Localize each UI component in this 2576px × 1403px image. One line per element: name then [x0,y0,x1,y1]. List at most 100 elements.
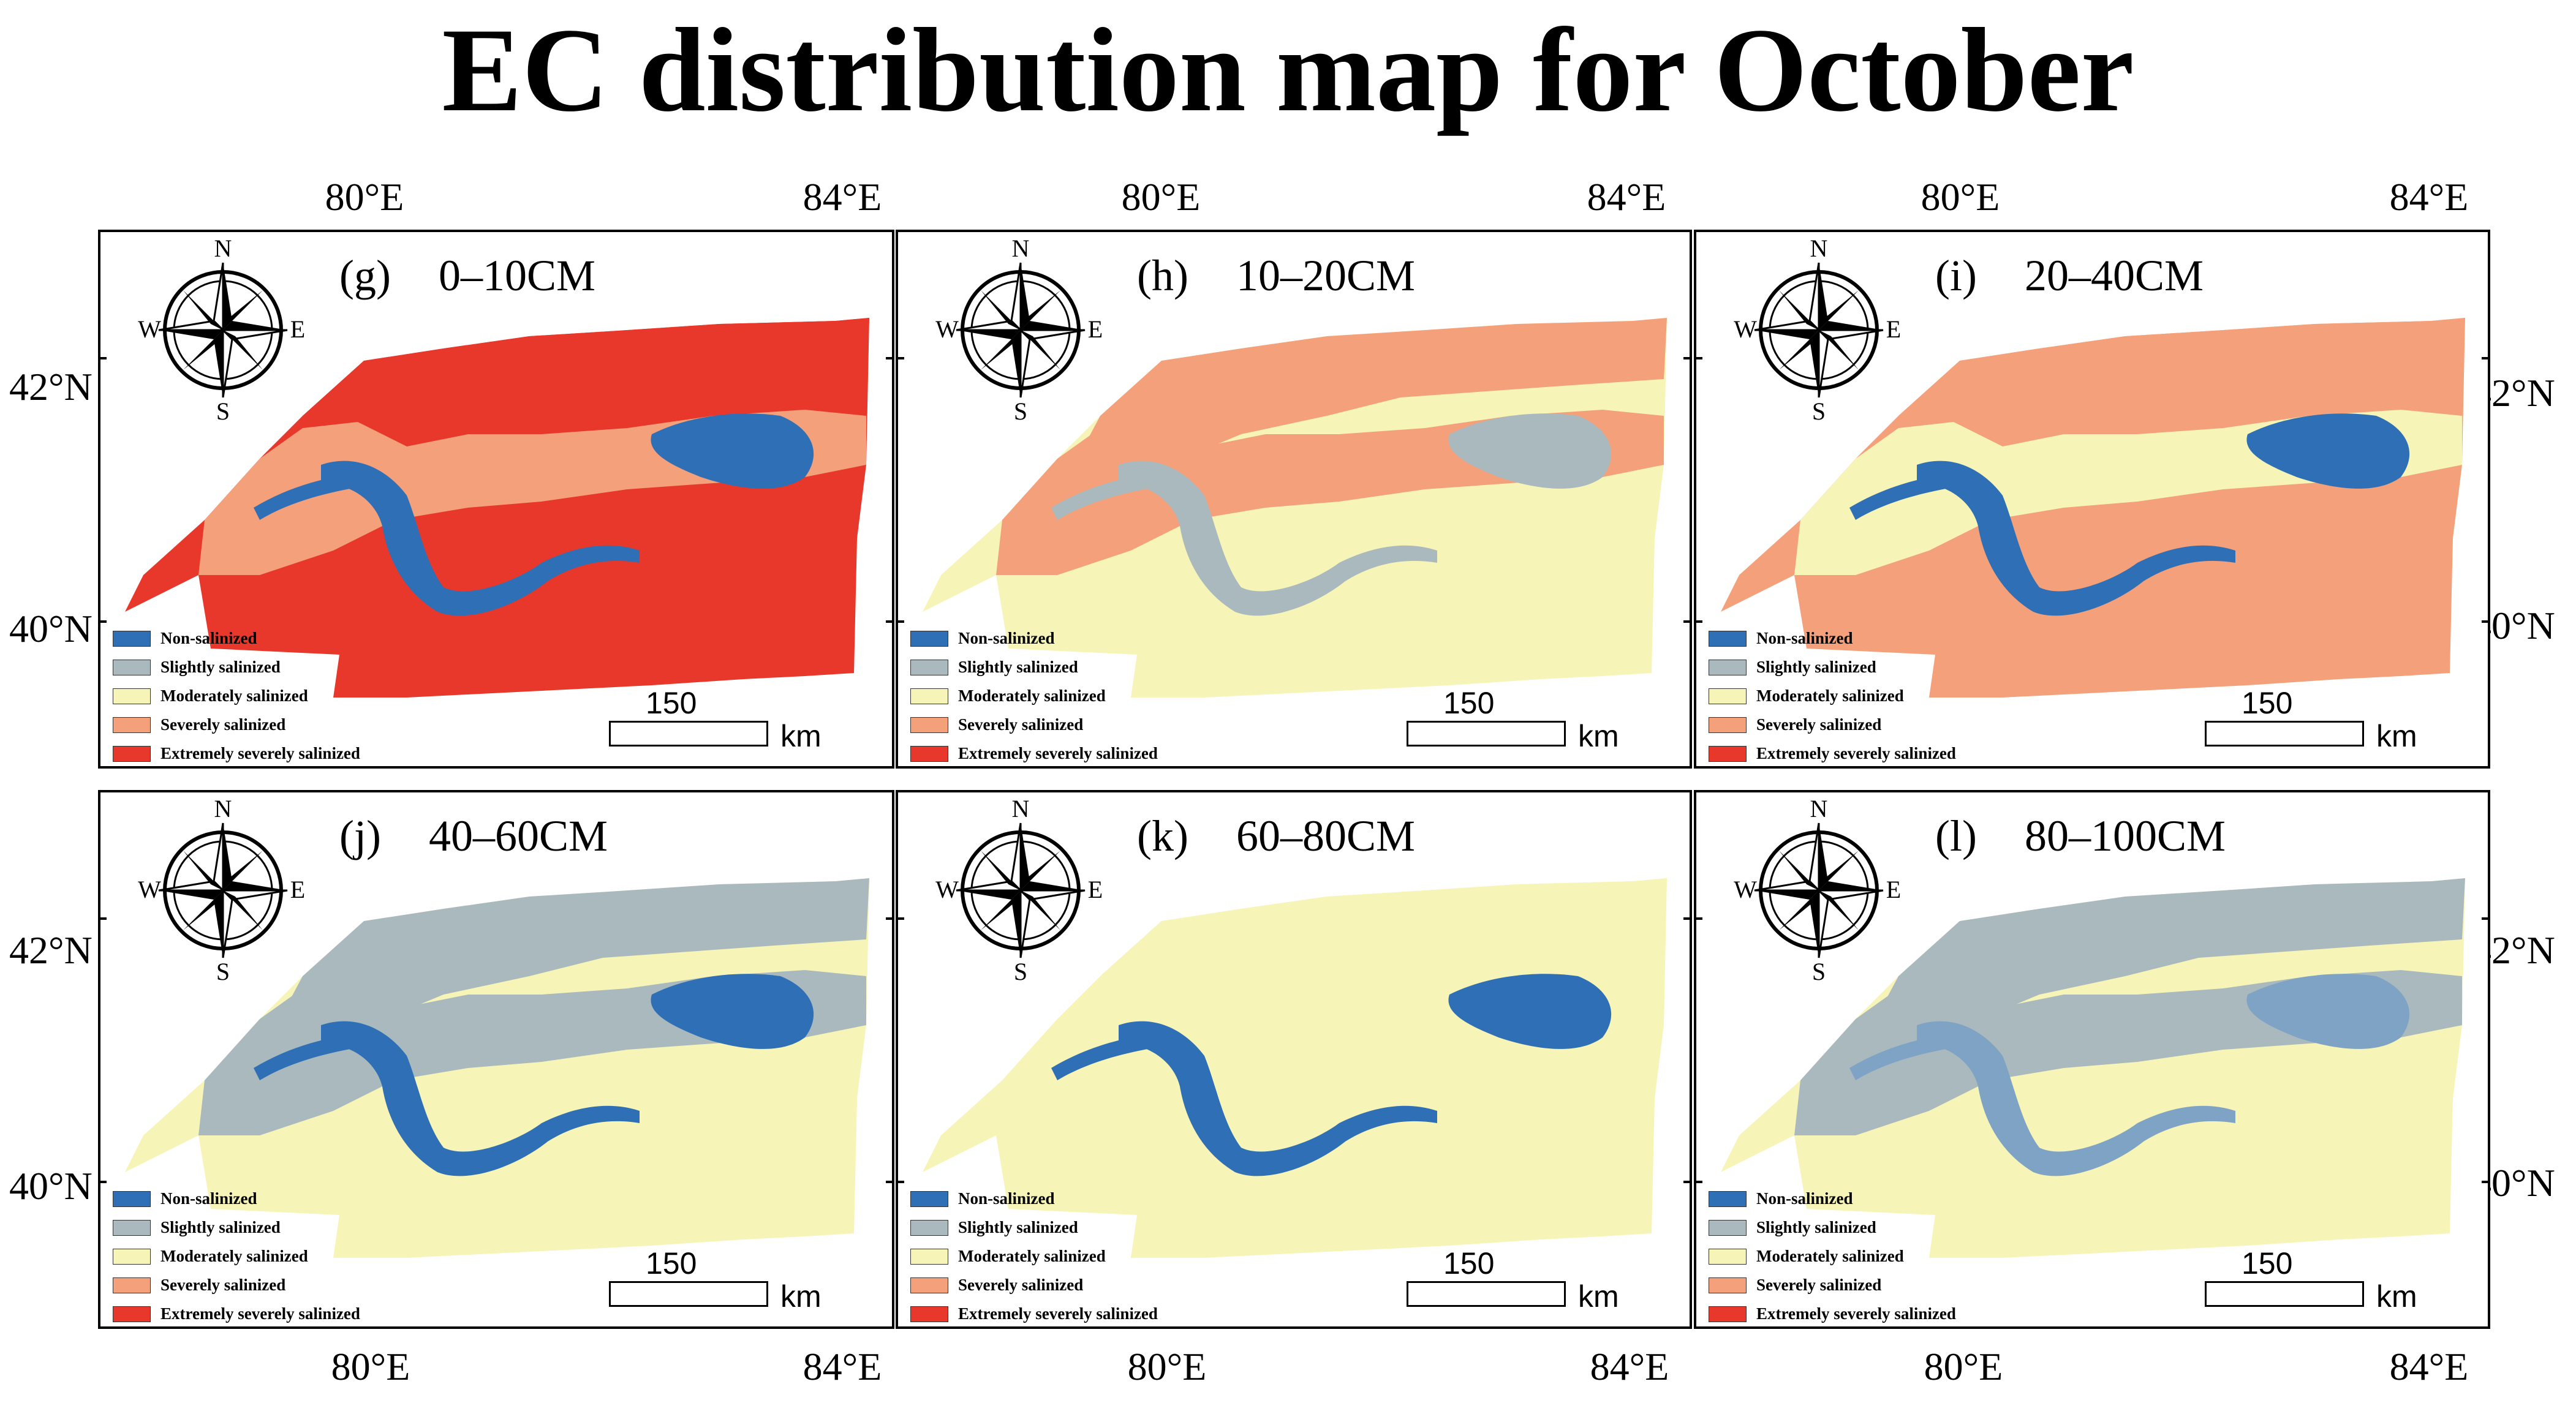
legend-swatch [910,659,948,675]
legend-item: Severely salinized [113,710,360,739]
compass-n: N [1012,799,1030,822]
compass-e: E [1088,876,1103,903]
lon-label-bottom-3: 84°E [2389,1345,2469,1388]
legend-swatch [910,717,948,733]
legend-item: Moderately salinized [910,1242,1158,1271]
scale-unit: km [1578,1279,1619,1314]
compass-e: E [1886,876,1901,903]
legend-item: Non-salinized [910,624,1158,653]
scale-unit: km [2376,1279,2417,1314]
region-river-channel-west [321,461,640,616]
legend-item: Non-salinized [1709,624,1956,653]
compass-rose-icon: N S W E [138,238,305,422]
legend-swatch [113,1190,151,1207]
lon-label-bottom-1: 84°E [803,1345,882,1388]
legend-swatch [1709,1306,1747,1322]
panel-letter: (h) [1137,251,1188,300]
compass-s: S [216,958,230,982]
lon-label-bottom-3: 80°E [1924,1345,2003,1388]
legend: Non-salinized Slightly salinized Moderat… [1709,1184,1956,1328]
legend-swatch [910,1219,948,1236]
panel-depth: 20–40CM [2024,251,2204,300]
legend: Non-salinized Slightly salinized Moderat… [1709,624,1956,768]
compass-rose-icon: N S W E [138,799,305,982]
region-river-channel-north [1849,1034,1960,1080]
legend-label: Slightly salinized [958,658,1078,676]
salinity-map [898,878,1690,1258]
compass-w: W [138,315,161,343]
region-river-channel-west [1119,1021,1437,1176]
region-river-channel-east [1448,413,1612,489]
scale-bar: 150 km [609,1246,829,1314]
legend-label: Extremely severely salinized [1756,744,1956,762]
region-river-channel-west [1917,1021,2235,1176]
scale-unit: km [1578,719,1619,753]
legend-label: Slightly salinized [161,1218,281,1236]
legend-swatch [1709,659,1747,675]
lat-label-left: 40°N [9,607,93,650]
legend-swatch [910,688,948,704]
compass-e: E [290,876,305,903]
legend-label: Extremely severely salinized [958,1304,1158,1323]
map-panel-6: N S W E (l) 80–100CM Non-salinized Sligh… [1694,790,2490,1329]
legend-label: Non-salinized [1756,1189,1853,1208]
legend-label: Moderately salinized [958,1247,1106,1265]
scale-unit: km [2376,719,2417,753]
legend-label: Moderately salinized [958,686,1106,705]
lon-label-bottom-2: 84°E [1590,1345,1669,1388]
legend-swatch [113,1248,151,1265]
scale-value: 150 [2242,1246,2293,1281]
panel-depth: 60–80CM [1236,811,1415,860]
scale-value: 150 [1443,1246,1495,1281]
legend-label: Extremely severely salinized [161,744,360,762]
legend-swatch [1709,1219,1747,1236]
scale-unit: km [780,719,822,753]
salinity-map [100,318,892,698]
legend-swatch [910,1306,948,1322]
legend-swatch [113,1306,151,1322]
legend-item: Extremely severely salinized [1709,1300,1956,1328]
scale-bar: 150 km [1407,1246,1627,1314]
legend-label: Slightly salinized [1756,1218,1876,1236]
lon-label-top-2: 80°E [1121,175,1201,219]
legend-item: Moderately salinized [1709,682,1956,710]
legend-label: Moderately salinized [161,686,308,705]
legend-swatch [1709,1277,1747,1293]
legend-swatch [1709,630,1747,647]
legend-swatch [1709,745,1747,762]
main-title: EC distribution map for October [442,4,2134,137]
lat-label-left: 42°N [9,928,93,972]
legend-swatch [910,1248,948,1265]
scale-box [2205,721,2364,747]
panel-label: (g) 0–10CM [339,250,595,301]
legend-label: Severely salinized [958,715,1084,734]
compass-w: W [935,315,959,343]
legend-swatch [1709,1248,1747,1265]
panel-letter: (l) [1935,811,1977,860]
legend-label: Severely salinized [161,1276,286,1294]
legend-item: Non-salinized [113,1184,360,1213]
lon-label-top-3: 84°E [2389,175,2469,219]
compass-w: W [935,876,959,903]
legend: Non-salinized Slightly salinized Moderat… [910,624,1158,768]
legend-label: Non-salinized [958,629,1055,647]
map-panel-4: N S W E (j) 40–60CM Non-salinized Slight… [98,790,894,1329]
legend-label: Non-salinized [958,1189,1055,1208]
lon-label-top-1: 80°E [325,175,404,219]
legend-item: Extremely severely salinized [113,1300,360,1328]
legend-item: Extremely severely salinized [910,1300,1158,1328]
legend-label: Severely salinized [1756,715,1882,734]
region-river-channel-east [1448,974,1612,1049]
legend-item: Slightly salinized [910,1213,1158,1242]
panel-letter: (g) [339,251,391,300]
legend-swatch [910,745,948,762]
legend-swatch [910,1190,948,1207]
compass-e: E [290,315,305,343]
scale-unit: km [780,1279,822,1314]
region-river-channel-east [2246,413,2410,489]
legend-item: Extremely severely salinized [1709,739,1956,768]
compass-w: W [1734,876,1757,903]
panel-depth: 0–10CM [438,251,595,300]
legend-label: Severely salinized [958,1276,1084,1294]
legend-label: Moderately salinized [161,1247,308,1265]
